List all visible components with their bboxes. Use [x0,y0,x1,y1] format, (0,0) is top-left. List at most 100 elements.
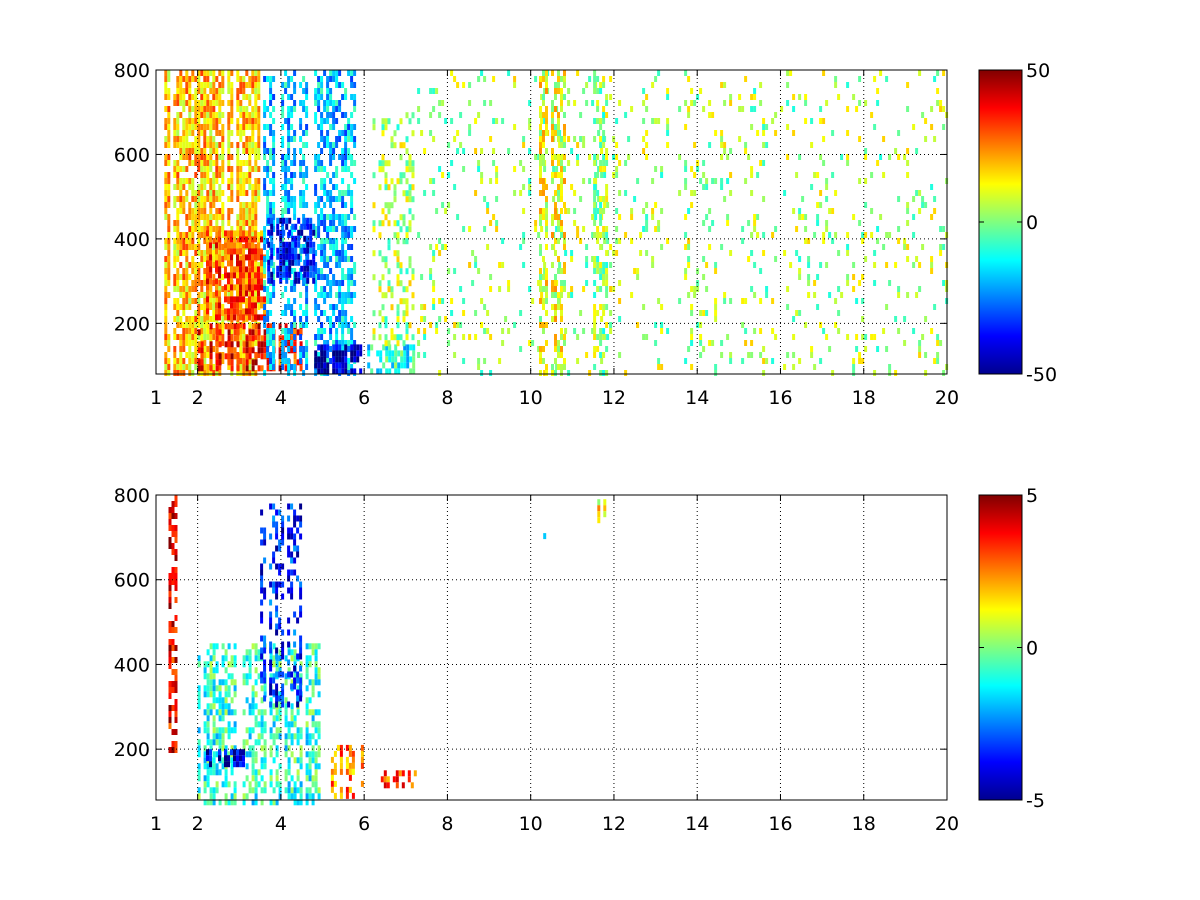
heatmap-cell [317,691,321,698]
heatmap-cell [603,238,607,244]
heatmap-cell [936,70,940,76]
heatmap-cell [203,370,207,376]
heatmap-cell [402,172,406,179]
heatmap-cell [906,172,910,178]
heatmap-cell [287,370,291,376]
heatmap-cell [254,721,258,728]
heatmap-cell [294,259,298,266]
heatmap-cell [233,236,236,243]
heatmap-cell [209,236,212,243]
heatmap-cell [212,715,216,722]
heatmap-cell [311,709,315,716]
heatmap-cell [260,733,264,740]
heatmap-cell [408,160,412,167]
heatmap-cell [294,247,298,254]
heatmap-cell [275,769,279,776]
heatmap-cell [591,328,595,334]
heatmap-cell [924,118,928,124]
heatmap-cell [819,262,823,268]
heatmap-cell [618,100,622,106]
heatmap-cell [194,136,198,142]
heatmap-cell [615,238,619,244]
heatmap-cell [702,184,706,190]
heatmap-cell [215,172,219,178]
heatmap-cell [353,142,357,148]
heatmap-cell [381,304,385,311]
heatmap-cell [356,344,360,351]
heatmap-cell [191,238,195,244]
heatmap-cell [350,208,354,214]
heatmap-cell [242,358,246,364]
heatmap-cell [600,316,604,322]
heatmap-cell [344,316,348,322]
heatmap-cell [197,112,201,118]
heatmap-cell [350,154,354,160]
heatmap-cell [197,793,201,800]
heatmap-cell [554,214,557,220]
heatmap-cell [762,346,766,352]
heatmap-cell [323,136,327,142]
heatmap-cell [906,160,910,166]
heatmap-cell [212,184,216,190]
heatmap-cell [263,635,267,642]
heatmap-cell [233,314,236,321]
heatmap-cell [227,314,230,321]
heatmap-cell [299,515,303,522]
heatmap-cell [173,196,177,202]
heatmap-cell [251,284,254,291]
heatmap-cell [263,557,267,564]
heatmap-cell [179,88,183,94]
heatmap-cell [227,727,231,734]
heatmap-cell [278,649,282,656]
heatmap-cell [212,292,216,298]
heatmap-cell [257,232,261,238]
heatmap-cell [215,100,219,106]
heatmap-cell [179,154,183,160]
heatmap-cell [254,679,258,686]
heatmap-cell [218,254,221,261]
heatmap-cell [684,100,688,106]
heatmap-cell [609,328,613,334]
heatmap-cell [411,274,415,281]
heatmap-cell [215,208,219,214]
heatmap-cell [714,304,718,310]
heatmap-cell [171,645,175,651]
heatmap-cell [846,280,850,286]
heatmap-cell [435,88,439,94]
heatmap-cell [921,202,925,208]
heatmap-cell [400,356,404,363]
heatmap-cell [554,250,557,256]
heatmap-cell [786,286,790,292]
heatmap-cell [242,260,245,267]
heatmap-cell [386,776,390,783]
heatmap-cell [272,689,276,696]
heatmap-cell [308,709,312,716]
heatmap-cell [918,340,922,346]
heatmap-cell [290,322,294,328]
heatmap-cell [218,314,221,321]
heatmap-cell [215,220,219,226]
heatmap-cell [314,118,318,124]
heatmap-cell [188,286,192,292]
heatmap-cell [287,142,291,148]
heatmap-cell [534,226,538,232]
heatmap-cell [206,296,209,303]
heatmap-cell [215,763,219,770]
heatmap-cell [281,106,285,112]
heatmap-cell [251,202,255,208]
heatmap-cell [206,769,210,776]
heatmap-cell [329,94,333,100]
heatmap-cell [486,244,490,250]
heatmap-cell [320,328,324,334]
heatmap-cell [690,328,694,334]
heatmap-cell [269,352,273,358]
heatmap-cell [432,304,436,310]
heatmap-cell [185,118,189,124]
heatmap-cell [269,769,273,776]
heatmap-cell [230,757,234,764]
heatmap-cell [347,358,351,364]
heatmap-cell [855,298,859,304]
heatmap-cell [191,370,195,376]
heatmap-cell [501,328,505,334]
heatmap-cell [182,88,186,94]
